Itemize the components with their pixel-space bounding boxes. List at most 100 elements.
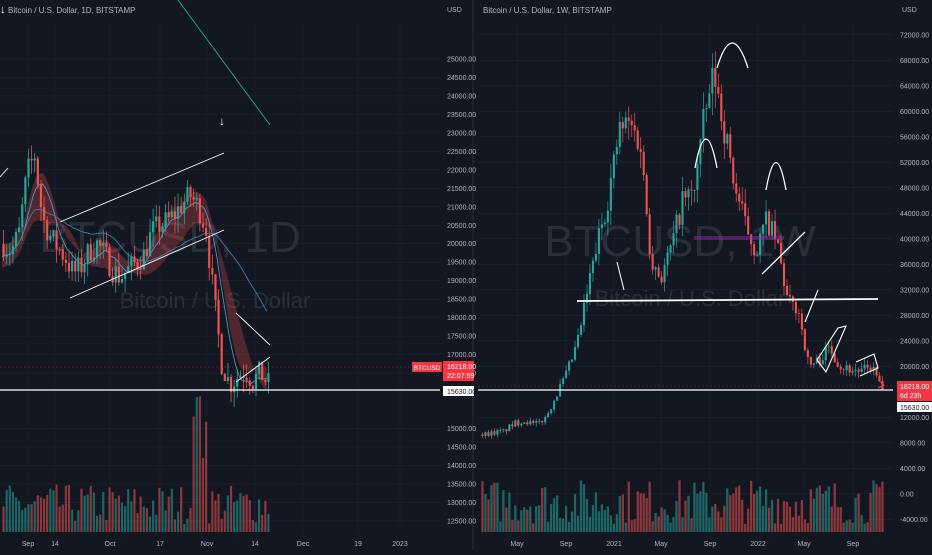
right-volume-bar [582, 484, 586, 532]
right-axis-unit: USD [902, 7, 917, 14]
right-candle-body [821, 360, 824, 365]
right-volume-bar [594, 492, 598, 532]
right-volume-bar [779, 523, 783, 532]
left-volume-bar [49, 488, 52, 532]
right-candle-body [535, 421, 538, 423]
left-signal-arrow-icon: ↓ [219, 114, 225, 128]
right-price-axis[interactable]: -4000.00 0.00 4000.00 8000.00 12000.00 20000.… [900, 32, 929, 524]
right-right-shoulder [765, 161, 787, 191]
right-volume-bar [720, 517, 723, 532]
left-volume-bar [130, 501, 133, 532]
left-x-tick: Sep [22, 541, 35, 548]
right-candle-body [499, 430, 502, 431]
right-candle-body [651, 254, 654, 270]
right-time-axis[interactable]: May Sep 2021 May Sep 2022 May Sep [510, 541, 859, 548]
left-candle-body [36, 158, 39, 185]
left-candle-body [139, 267, 142, 270]
left-volume-bar [24, 507, 27, 532]
right-candle-body [684, 191, 687, 198]
left-candle-body [108, 247, 111, 277]
left-volume-bar [92, 492, 96, 532]
left-candle-body [239, 376, 242, 379]
left-candle-body [158, 216, 161, 232]
right-candle-body [678, 214, 681, 225]
right-volume-bar [511, 520, 514, 532]
right-chart-pane[interactable]: BTCUSD, 1W Bitcoin / U.S. Dollar -4000.0… [478, 6, 932, 548]
right-y-tick: 20000.00 [900, 364, 929, 371]
left-candle-body [261, 361, 264, 381]
right-volume-bar [702, 481, 705, 532]
right-watermark-name: Bitcoin / U.S. Dollar [595, 286, 786, 311]
right-candle-body [660, 276, 663, 283]
right-candle-body [773, 221, 777, 240]
right-candle-body [636, 130, 639, 150]
right-volume-bar [881, 481, 884, 532]
right-candle-body [487, 432, 490, 436]
right-volume-bar [824, 490, 827, 532]
left-candle-body [133, 256, 136, 263]
left-time-axis[interactable]: Sep 14 Oct 17 Nov 14 Dec 19 2023 [22, 541, 408, 548]
left-volume-bar [18, 501, 21, 532]
left-volume-bar [180, 487, 183, 532]
right-y-tick: 28000.00 [900, 313, 929, 320]
left-chart-header: Bitcoin / U.S. Dollar, 1D, BITSTAMP [8, 6, 135, 15]
left-x-tick: 17 [156, 541, 164, 548]
left-candle-body [208, 235, 211, 269]
right-bear-flag-2 [855, 353, 879, 377]
left-candle-body [89, 244, 92, 261]
left-volume-bar [127, 489, 130, 532]
left-volume-bar [83, 495, 86, 532]
left-channel-upper [59, 152, 225, 223]
right-head [716, 42, 749, 69]
right-candle-body [705, 107, 708, 110]
left-volume-bar [223, 510, 226, 532]
right-volume-bar [588, 516, 592, 532]
right-candle-body [669, 245, 672, 253]
left-volume-bar [42, 498, 46, 532]
left-candle-body [145, 249, 148, 257]
right-candle-body [765, 211, 768, 225]
right-candle-body [571, 359, 574, 362]
left-volume-bar [254, 522, 258, 532]
right-volume-bar [681, 517, 684, 532]
left-symbol-tag: BTCUSD [412, 362, 442, 372]
right-candle-body [520, 423, 523, 426]
left-candle-body [24, 177, 27, 205]
left-arrow-down-icon: ↓ [0, 4, 6, 16]
left-price-axis[interactable]: 12500.00 13000.00 13500.00 14000.00 14500.00… [447, 56, 476, 525]
left-volume-bar [117, 495, 120, 532]
left-volume-bar [239, 492, 242, 532]
right-volume-bar [857, 493, 860, 532]
left-candle-body [248, 380, 251, 386]
right-candle-body [597, 228, 600, 255]
right-volume-bar [639, 493, 642, 532]
right-candle-body [878, 375, 881, 382]
right-candle-body [532, 420, 535, 423]
right-candle-body [627, 117, 630, 121]
left-volume-bar [242, 495, 245, 532]
right-candle-body [612, 154, 615, 179]
right-candle-body [556, 396, 559, 401]
right-candle-body [756, 254, 759, 256]
right-volume-bar [591, 505, 595, 532]
right-volume-bar [866, 522, 869, 532]
left-candle-body [117, 266, 120, 283]
left-y-tick: 19500.00 [447, 260, 476, 267]
right-volume-bar [830, 506, 833, 532]
left-chart-pane[interactable]: BTCUSD, 1D Bitcoin / U.S. Dollar ↓ 12500… [0, 0, 476, 548]
right-volume-bar [502, 490, 505, 532]
left-volume-bar [226, 495, 230, 532]
right-candle-body [839, 366, 842, 370]
right-volume-bar [642, 493, 645, 532]
left-candle-body [83, 264, 86, 273]
right-y-tick: 48000.00 [900, 185, 929, 192]
right-small-line [616, 261, 625, 291]
right-last-price-tag: 16218.00 6d 23h [897, 381, 932, 401]
right-volume-bar [609, 515, 612, 532]
left-candle-body [92, 257, 96, 261]
right-candle-body [827, 346, 830, 348]
right-y-tick: 0.00 [900, 491, 914, 498]
right-candle-body [848, 365, 851, 373]
right-candle-body [711, 67, 714, 94]
right-volume-bar [735, 487, 738, 532]
